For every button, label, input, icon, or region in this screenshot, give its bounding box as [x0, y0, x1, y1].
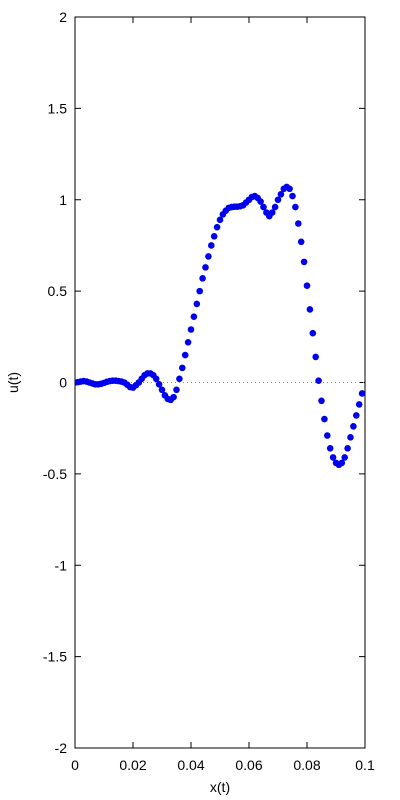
data-point: [179, 364, 186, 372]
data-point: [306, 306, 314, 313]
data-point: [324, 432, 331, 439]
data-point: [341, 454, 349, 461]
x-tick-label: 0.08: [293, 757, 320, 773]
data-point: [208, 242, 215, 249]
data-point: [318, 397, 325, 405]
data-point: [303, 282, 311, 289]
data-point: [271, 203, 279, 211]
data-point: [155, 381, 163, 388]
x-tick-label: 0.06: [235, 757, 262, 773]
data-point: [347, 434, 354, 441]
y-tick-label: -1: [55, 557, 68, 573]
data-points: [75, 183, 365, 469]
y-tick-label: 1.5: [48, 100, 68, 116]
data-point: [295, 220, 302, 227]
data-point: [173, 386, 180, 394]
data-point: [358, 390, 365, 397]
data-point: [329, 454, 337, 461]
data-point: [344, 444, 351, 452]
data-point: [210, 233, 218, 240]
data-point: [312, 353, 320, 361]
x-tick-label: 0: [71, 757, 79, 773]
data-point: [190, 313, 198, 321]
data-point: [286, 185, 293, 193]
data-point: [274, 196, 282, 204]
data-point: [260, 203, 267, 211]
data-point: [184, 338, 192, 346]
y-tick-label: 0: [59, 375, 67, 391]
axis-ticks: [74, 16, 366, 749]
data-point: [193, 300, 201, 308]
data-point: [309, 329, 317, 337]
x-tick-label: 0.1: [355, 757, 375, 773]
data-point: [202, 264, 209, 271]
data-point: [268, 209, 276, 216]
data-point: [353, 412, 360, 419]
x-tick-label: 0.02: [119, 757, 146, 773]
x-axis-label: x(t): [210, 779, 230, 795]
data-point: [277, 190, 285, 198]
data-point: [152, 375, 160, 383]
data-point: [300, 258, 308, 266]
data-point: [187, 326, 195, 333]
tick-labels: 0 0.02 0.04 0.06 0.08 0.1 -2 -1.5 -1 -0.5 0 0.5 1 1.5…: [43, 9, 375, 773]
y-axis-label: u(t): [5, 372, 21, 393]
y-tick-label: -2: [55, 740, 68, 756]
data-point: [205, 253, 212, 260]
y-tick-label: -0.5: [43, 466, 67, 482]
y-tick-label: -1.5: [43, 649, 67, 665]
y-tick-label: 2: [59, 9, 67, 25]
data-point: [216, 216, 224, 224]
data-point: [315, 377, 322, 384]
y-tick-label: 0.5: [48, 283, 68, 299]
data-point: [176, 375, 183, 383]
data-point: [326, 444, 334, 452]
data-point: [213, 223, 221, 231]
y-tick-label: 1: [59, 192, 67, 208]
data-point: [297, 238, 305, 246]
data-point: [292, 203, 299, 211]
data-point: [199, 275, 206, 282]
data-point: [196, 287, 203, 295]
data-point: [350, 423, 357, 430]
data-point: [338, 459, 346, 467]
data-point: [355, 401, 363, 408]
data-point: [321, 415, 328, 423]
data-point: [257, 198, 264, 205]
data-point: [181, 351, 189, 359]
data-point: [170, 393, 177, 401]
data-point: [158, 386, 166, 394]
data-point: [289, 192, 296, 200]
x-tick-label: 0.04: [177, 757, 204, 773]
